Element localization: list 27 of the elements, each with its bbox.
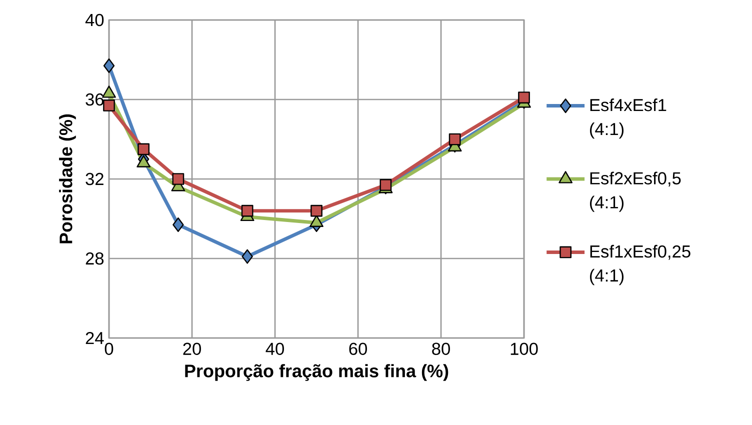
x-tick-label: 20 — [183, 342, 201, 355]
point — [310, 204, 322, 217]
y-tick-label: 36 — [86, 93, 104, 106]
point — [241, 204, 254, 217]
point — [103, 58, 115, 73]
x-tick-label: 0 — [104, 342, 114, 355]
x-tick-label: 100 — [510, 342, 538, 355]
legend-label: Esf4xEsf1 (4:1) — [590, 98, 666, 139]
point — [380, 179, 392, 191]
y-tick-label: 28 — [86, 252, 104, 265]
point — [138, 143, 150, 156]
y-tick-label: 40 — [85, 14, 104, 26]
point — [242, 249, 253, 264]
point — [172, 217, 184, 232]
x-axis-title: Proporção fração mais fina (%) — [185, 364, 448, 381]
x-tick-label: 40 — [266, 342, 284, 355]
x-tick-label: 80 — [432, 342, 450, 355]
legend-label: Esf2xEsf0,5 (4:1) — [590, 172, 681, 212]
point — [172, 173, 184, 185]
x-tick-label: 60 — [349, 342, 367, 355]
y-axis-title: Porosidade (%) — [59, 114, 76, 244]
point — [103, 100, 115, 112]
y-tick-label: 32 — [86, 172, 104, 186]
y-tick-label: 24 — [86, 332, 104, 344]
legend-label: Esf1xEsf0,25 (4:1) — [590, 244, 690, 286]
point — [518, 92, 530, 104]
point — [448, 133, 461, 146]
